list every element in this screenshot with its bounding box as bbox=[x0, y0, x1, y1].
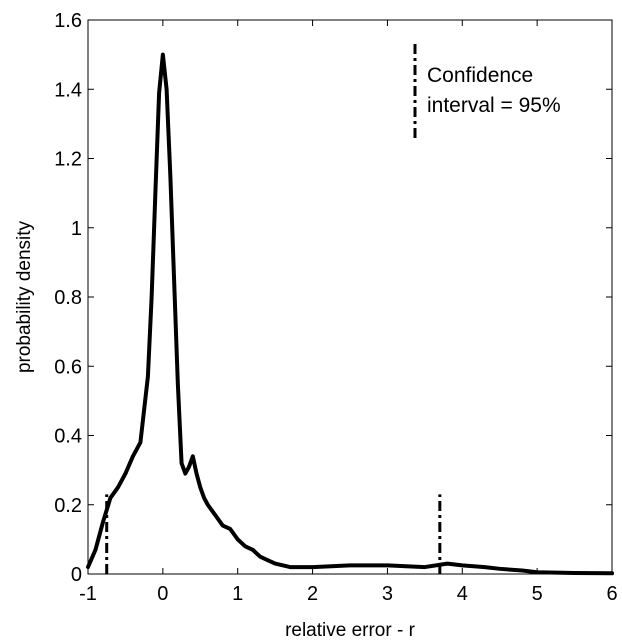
x-tick-label: 0 bbox=[157, 583, 168, 605]
legend-label-line2: interval = 95% bbox=[427, 94, 561, 117]
y-tick-label: 1.6 bbox=[54, 10, 82, 32]
y-tick-label: 1.2 bbox=[54, 149, 82, 171]
x-tick-label: 3 bbox=[382, 583, 393, 605]
y-tick-label: 0 bbox=[71, 564, 82, 586]
x-axis-title: relative error - r bbox=[285, 620, 416, 641]
y-tick-label: 0.8 bbox=[54, 287, 82, 309]
y-tick-label: 0.4 bbox=[54, 426, 82, 448]
legend-label-line1: Confidence bbox=[427, 64, 533, 87]
y-tick-label: 0.6 bbox=[54, 356, 82, 378]
x-tick-label: 5 bbox=[532, 583, 543, 605]
y-tick-label: 0.2 bbox=[54, 495, 82, 517]
y-tick-label: 1.4 bbox=[54, 79, 82, 101]
plot-layer: -1 0 1 2 3 4 5 600.20.40.60.811.21.41.6relative… bbox=[14, 10, 618, 641]
x-tick-label: 4 bbox=[457, 583, 468, 605]
x-tick-label: 6 bbox=[606, 583, 617, 605]
y-tick-label: 1 bbox=[71, 218, 82, 240]
x-tick-label: 2 bbox=[307, 583, 318, 605]
y-axis-title: probability density bbox=[14, 220, 35, 373]
x-tick-label: 1 bbox=[232, 583, 243, 605]
density-curve bbox=[86, 52, 614, 576]
x-tick-label: -1 bbox=[79, 583, 97, 605]
